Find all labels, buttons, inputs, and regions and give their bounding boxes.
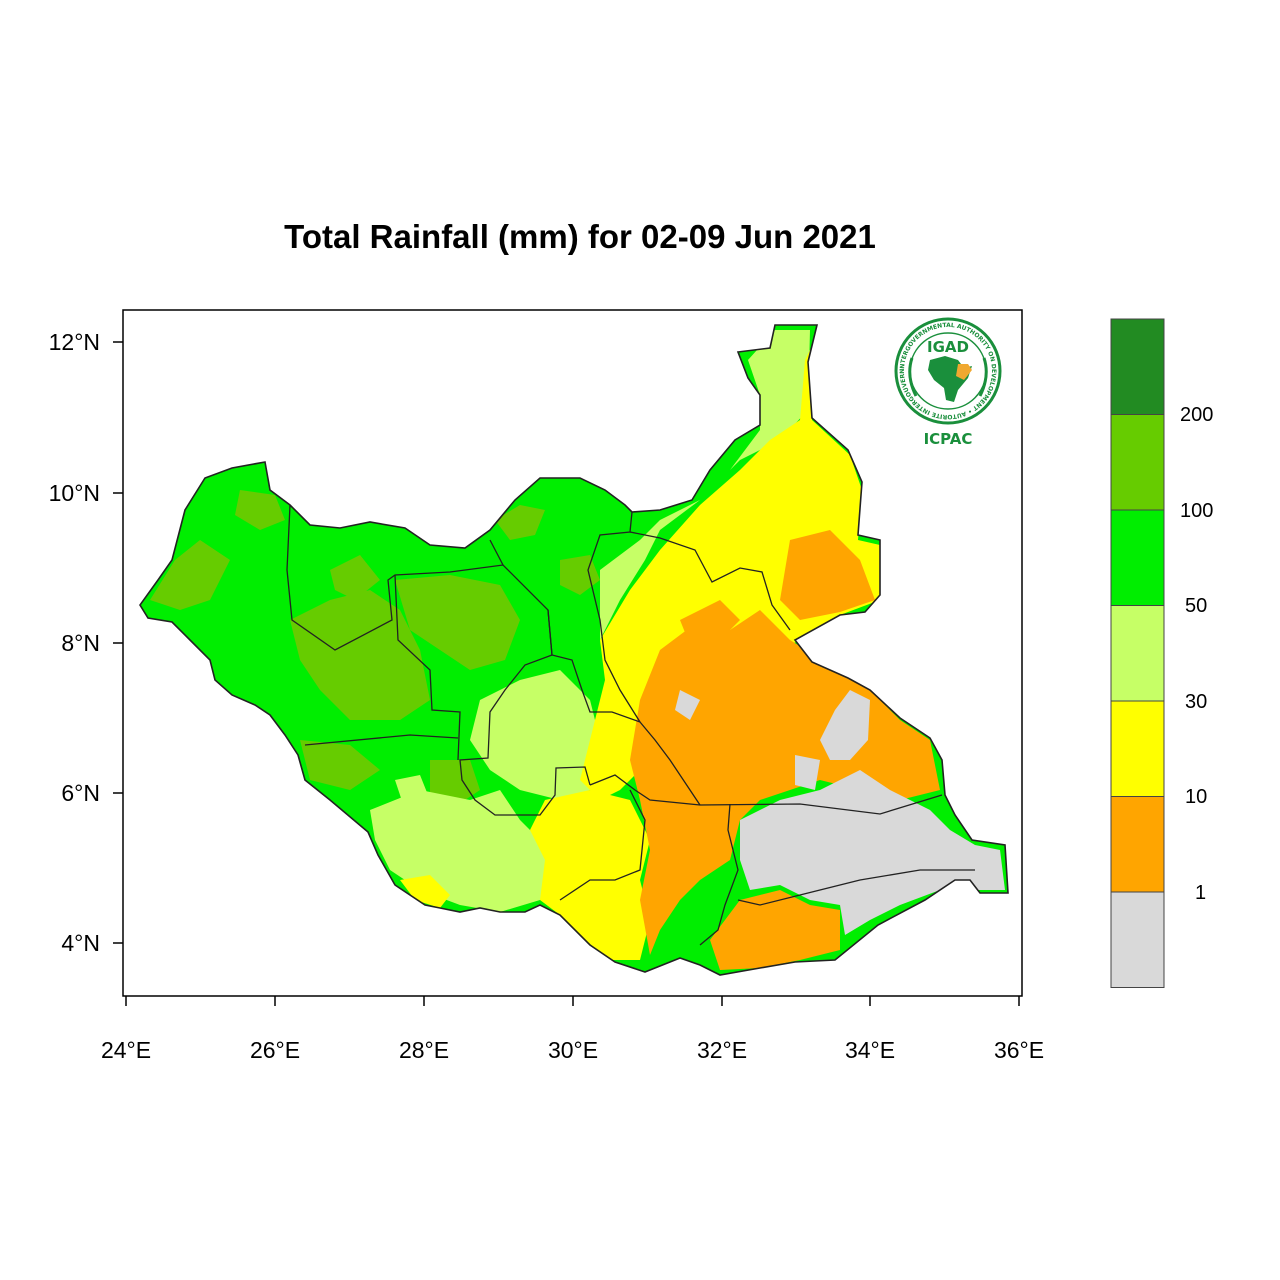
x-tick-label: 36°E (994, 1037, 1044, 1063)
legend-swatch (1110, 318, 1165, 415)
legend-label: 30 (1185, 691, 1207, 713)
legend-label: 50 (1185, 595, 1207, 617)
y-axis (113, 341, 123, 944)
legend-colorbar (1110, 318, 1165, 988)
horn-of-africa-icon (956, 364, 972, 380)
legend-swatch (1110, 796, 1165, 893)
svg-text:INTERGOVERNMENTAL AUTHORITY ON: INTERGOVERNMENTAL AUTHORITY ON DEVELOPME… (0, 0, 997, 420)
legend-swatch (1110, 605, 1165, 702)
legend-swatch (1110, 509, 1165, 606)
laurel-left-icon (908, 357, 918, 397)
logo-igad-text: IGAD (927, 338, 969, 356)
x-tick-label: 30°E (548, 1037, 598, 1063)
legend-swatch (1110, 700, 1165, 797)
laurel-right-icon (978, 357, 988, 397)
y-tick-label: 6°N (61, 780, 100, 806)
legend-label: 10 (1185, 786, 1207, 808)
logo-icpac-text: ICPAC (924, 430, 973, 448)
x-tick-label: 32°E (697, 1037, 747, 1063)
x-tick-label: 34°E (845, 1037, 895, 1063)
logo-ring-text: INTERGOVERNMENTAL AUTHORITY ON DEVELOPME… (0, 0, 997, 420)
y-tick-label: 12°N (49, 329, 100, 355)
x-axis (125, 996, 1020, 1006)
x-tick-label: 24°E (101, 1037, 151, 1063)
legend-label: 100 (1180, 500, 1213, 522)
y-tick-label: 8°N (61, 630, 100, 656)
x-tick-label: 28°E (399, 1037, 449, 1063)
legend-swatch (1110, 891, 1165, 988)
legend-label: 1 (1195, 882, 1206, 904)
y-tick-label: 10°N (49, 480, 100, 506)
legend-swatch (1110, 414, 1165, 511)
icpac-logo: INTERGOVERNMENTAL AUTHORITY ON DEVELOPME… (0, 0, 1002, 448)
rainfall-field (140, 325, 1008, 975)
y-tick-label: 4°N (61, 930, 100, 956)
legend-label: 200 (1180, 404, 1213, 426)
state-boundaries (286, 504, 975, 946)
x-tick-label: 26°E (250, 1037, 300, 1063)
map-title: Total Rainfall (mm) for 02-09 Jun 2021 (284, 218, 876, 255)
